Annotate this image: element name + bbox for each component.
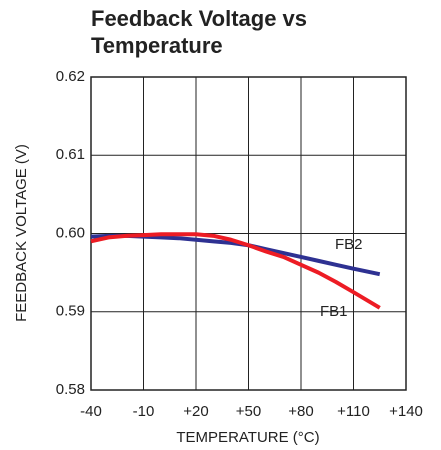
y-tick-label: 0.61 xyxy=(56,146,85,163)
x-tick-label: -40 xyxy=(80,403,102,420)
y-tick-label: 0.59 xyxy=(56,303,85,320)
y-tick-label: 0.58 xyxy=(56,381,85,398)
x-tick-label: +80 xyxy=(288,403,313,420)
data-line xyxy=(90,232,381,310)
chart-title: Feedback Voltage vs xyxy=(91,6,307,31)
y-axis-label: FEEDBACK VOLTAGE (V) xyxy=(13,144,30,322)
chart-title: Temperature xyxy=(91,33,223,58)
y-tick-label: 0.60 xyxy=(56,224,85,241)
x-axis-label: TEMPERATURE (°C) xyxy=(176,429,319,446)
x-tick-label: -10 xyxy=(133,403,155,420)
x-tick-label: +20 xyxy=(183,403,208,420)
x-tick-label: +110 xyxy=(337,403,370,420)
x-tick-label: +50 xyxy=(236,403,261,420)
series-label: FB1 xyxy=(320,303,348,320)
series-label: FB2 xyxy=(335,236,363,253)
y-tick-label: 0.62 xyxy=(56,68,85,85)
x-tick-label: +140 xyxy=(389,403,423,420)
